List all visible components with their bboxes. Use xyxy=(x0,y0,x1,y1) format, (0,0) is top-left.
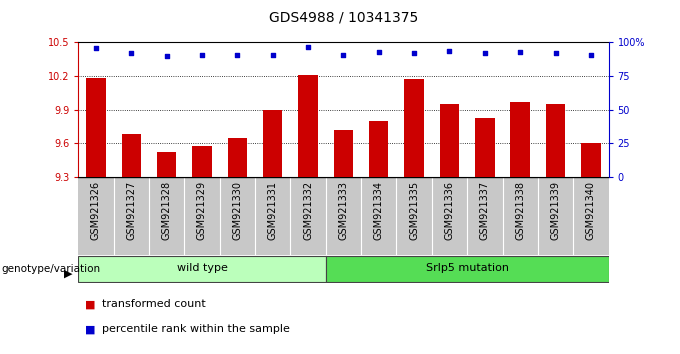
Point xyxy=(90,45,101,51)
Text: GSM921326: GSM921326 xyxy=(91,181,101,240)
Bar xyxy=(405,80,424,177)
Bar xyxy=(86,78,105,177)
Point xyxy=(303,44,313,49)
Point xyxy=(267,52,278,57)
Bar xyxy=(157,152,176,177)
FancyBboxPatch shape xyxy=(326,256,609,282)
Text: GSM921333: GSM921333 xyxy=(339,181,348,240)
Text: GSM921338: GSM921338 xyxy=(515,181,525,240)
Point xyxy=(373,49,384,55)
Text: ▶: ▶ xyxy=(64,268,72,278)
Text: GSM921329: GSM921329 xyxy=(197,181,207,240)
Text: percentile rank within the sample: percentile rank within the sample xyxy=(102,324,290,334)
Text: GSM921337: GSM921337 xyxy=(480,181,490,240)
Text: GSM921331: GSM921331 xyxy=(268,181,277,240)
Text: wild type: wild type xyxy=(177,263,227,274)
Text: GSM921328: GSM921328 xyxy=(162,181,171,240)
Text: ■: ■ xyxy=(85,324,95,334)
Point xyxy=(479,50,490,56)
Point xyxy=(585,52,596,57)
Text: GSM921335: GSM921335 xyxy=(409,181,419,240)
Point xyxy=(232,52,243,57)
Point xyxy=(126,50,137,56)
Bar xyxy=(511,102,530,177)
Text: GSM921327: GSM921327 xyxy=(126,181,136,240)
Point xyxy=(444,48,455,53)
Bar xyxy=(192,145,211,177)
Text: GSM921334: GSM921334 xyxy=(374,181,384,240)
Bar xyxy=(299,75,318,177)
Text: Srlp5 mutation: Srlp5 mutation xyxy=(426,263,509,274)
Point xyxy=(338,52,349,57)
Text: GSM921336: GSM921336 xyxy=(445,181,454,240)
Text: GSM921330: GSM921330 xyxy=(233,181,242,240)
Bar xyxy=(122,135,141,177)
FancyBboxPatch shape xyxy=(78,256,326,282)
Point xyxy=(161,53,172,59)
Bar xyxy=(263,110,282,177)
Text: ■: ■ xyxy=(85,299,95,309)
Text: GSM921332: GSM921332 xyxy=(303,181,313,240)
Bar xyxy=(228,138,247,177)
Bar xyxy=(581,143,600,177)
Point xyxy=(197,52,207,57)
Bar xyxy=(546,104,565,177)
Text: transformed count: transformed count xyxy=(102,299,206,309)
Bar xyxy=(334,130,353,177)
Text: GSM921340: GSM921340 xyxy=(586,181,596,240)
Text: GSM921339: GSM921339 xyxy=(551,181,560,240)
Bar xyxy=(369,121,388,177)
Point xyxy=(550,50,561,56)
Bar xyxy=(440,104,459,177)
Point xyxy=(409,50,420,56)
Bar xyxy=(475,118,494,177)
Point xyxy=(515,49,526,55)
Text: GDS4988 / 10341375: GDS4988 / 10341375 xyxy=(269,11,418,25)
Text: genotype/variation: genotype/variation xyxy=(1,264,101,274)
